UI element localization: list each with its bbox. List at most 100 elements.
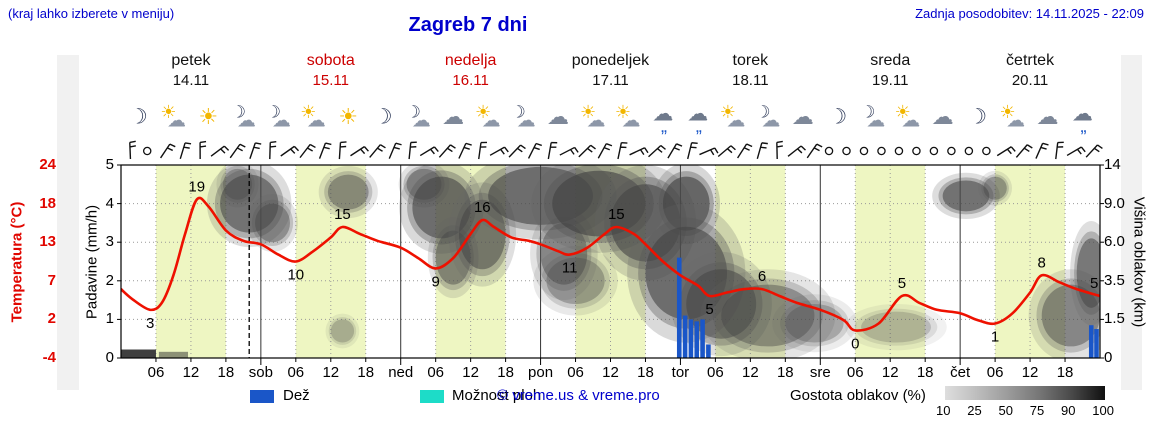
showers-legend-swatch	[420, 390, 444, 403]
glyph: ☁	[791, 104, 814, 129]
svg-text:10: 10	[287, 267, 304, 284]
sun-cloud-icon: ☀ ☁	[890, 99, 926, 135]
glyph: „	[695, 116, 702, 136]
svg-text:19: 19	[188, 178, 205, 195]
wind-barb-icon	[129, 140, 136, 160]
glyph: ☁	[1072, 102, 1094, 126]
glyph: ☁	[166, 110, 186, 132]
svg-text:15: 15	[334, 206, 351, 223]
wind-barb-icon	[756, 142, 768, 160]
glyph: ☁	[652, 102, 674, 126]
cloud-scale-tick: 10	[936, 403, 951, 418]
cloud-density-scale-ticks: 10 25 50 75 90 100	[936, 403, 1114, 418]
cloud-tick: 1.5	[1104, 310, 1125, 328]
glyph: ☽	[129, 105, 148, 129]
wind-barb-icon	[338, 141, 347, 160]
glyph: ☽	[405, 102, 421, 122]
wind-barb-icon	[687, 142, 698, 160]
calm-wind-icon	[894, 146, 904, 156]
wind-barb-icon	[629, 147, 649, 156]
wind-barb-icon	[408, 141, 417, 160]
svg-text:čet: čet	[950, 364, 971, 381]
copyright-link[interactable]: © vreme.us & vreme.pro	[497, 387, 660, 404]
wind-barb-icon	[419, 146, 439, 157]
glyph: ☁	[481, 110, 501, 132]
wind-barb-icon	[578, 144, 596, 158]
cloud-tick: 6.0	[1104, 233, 1125, 251]
svg-text:16: 16	[474, 199, 491, 216]
svg-text:sre: sre	[810, 364, 831, 381]
page-title: Zagreb 7 dni	[408, 14, 528, 36]
glyph: ☽	[230, 102, 246, 122]
svg-text:5: 5	[1090, 275, 1098, 292]
day-name: nedelja	[444, 52, 497, 69]
sun-cloud-icon: ☀ ☁	[155, 99, 191, 135]
glyph: ☁	[411, 110, 431, 132]
wind-barb-icon	[547, 141, 558, 160]
glyph: ☽	[755, 102, 771, 122]
moon-icon: ☽	[365, 99, 401, 135]
glyph: ☽	[265, 102, 281, 122]
svg-text:12: 12	[882, 364, 899, 381]
sun-cloud-icon: ☀ ☁	[295, 99, 331, 135]
calm-wind-icon	[824, 146, 834, 156]
showers-legend-label: Možnost ploh	[452, 387, 542, 404]
x-axis-labels: 06 12 18 sob 06 12 18 ned 06 12 18 pon 06 12 18 tor 06 12…	[148, 364, 1074, 381]
wind-barbs-row	[129, 140, 1103, 160]
day-header: sreda 19.11	[820, 52, 960, 89]
day-date: 15.11	[312, 72, 349, 89]
glyph: ☁	[547, 104, 570, 129]
svg-text:06: 06	[987, 364, 1004, 381]
wind-barb-icon	[699, 147, 719, 156]
precip-tick: 4	[105, 194, 114, 212]
glyph: ☁	[516, 110, 536, 132]
wind-barb-icon	[1085, 144, 1103, 158]
wind-barb-icon	[179, 142, 192, 160]
calm-wind-icon	[964, 146, 974, 156]
cloud-tick: 14	[1104, 156, 1121, 173]
moon-cloud-icon: ☽ ☁	[855, 99, 891, 135]
svg-text:18: 18	[497, 364, 514, 381]
wind-barb-icon	[597, 143, 613, 159]
temperature-point-labels: 3 19 10 15 9 16 11 15 5 6 0 5 1 8 5	[146, 178, 1098, 352]
moon-icon: ☽	[120, 99, 156, 135]
moon-icon: ☽	[820, 99, 856, 135]
glyph: ☽	[968, 105, 988, 129]
svg-text:8: 8	[1038, 254, 1046, 271]
moon-icon: ☽	[960, 99, 996, 135]
svg-text:15: 15	[608, 206, 625, 223]
calm-wind-icon	[142, 146, 152, 156]
temp-tick: 13	[39, 233, 56, 251]
sun-cloud-icon: ☀ ☁	[610, 99, 646, 135]
glyph: „	[1080, 116, 1087, 136]
moon-cloud-icon: ☽ ☁	[505, 99, 541, 135]
svg-text:06: 06	[847, 364, 864, 381]
glyph: ☁	[726, 110, 746, 132]
glyph: ☁	[271, 110, 291, 132]
cloud-scale-tick: 100	[1092, 403, 1114, 418]
svg-text:06: 06	[148, 364, 165, 381]
glyph: ☀	[300, 102, 317, 122]
svg-text:3: 3	[146, 315, 154, 332]
glyph: ☀	[475, 102, 492, 122]
wind-barb-icon	[199, 140, 207, 160]
left-margin-strip	[57, 55, 79, 390]
wind-barb-icon	[806, 143, 823, 159]
wind-barb-icon	[478, 141, 488, 160]
day-header: četrtek 20.11	[960, 52, 1100, 89]
sun-cloud-icon: ☀ ☁	[575, 99, 611, 135]
glyph: ☁	[586, 110, 606, 132]
temp-tick: 24	[39, 156, 56, 173]
wind-barb-icon	[787, 145, 806, 157]
svg-text:12: 12	[742, 364, 759, 381]
rain-legend-swatch	[250, 390, 274, 403]
wind-barb-icon	[159, 143, 176, 159]
temperature-curve	[121, 196, 1100, 332]
precip-tick: 3	[105, 233, 114, 251]
svg-text:tor: tor	[672, 364, 690, 381]
svg-text:11: 11	[562, 260, 578, 277]
wind-barb-icon	[617, 141, 628, 160]
